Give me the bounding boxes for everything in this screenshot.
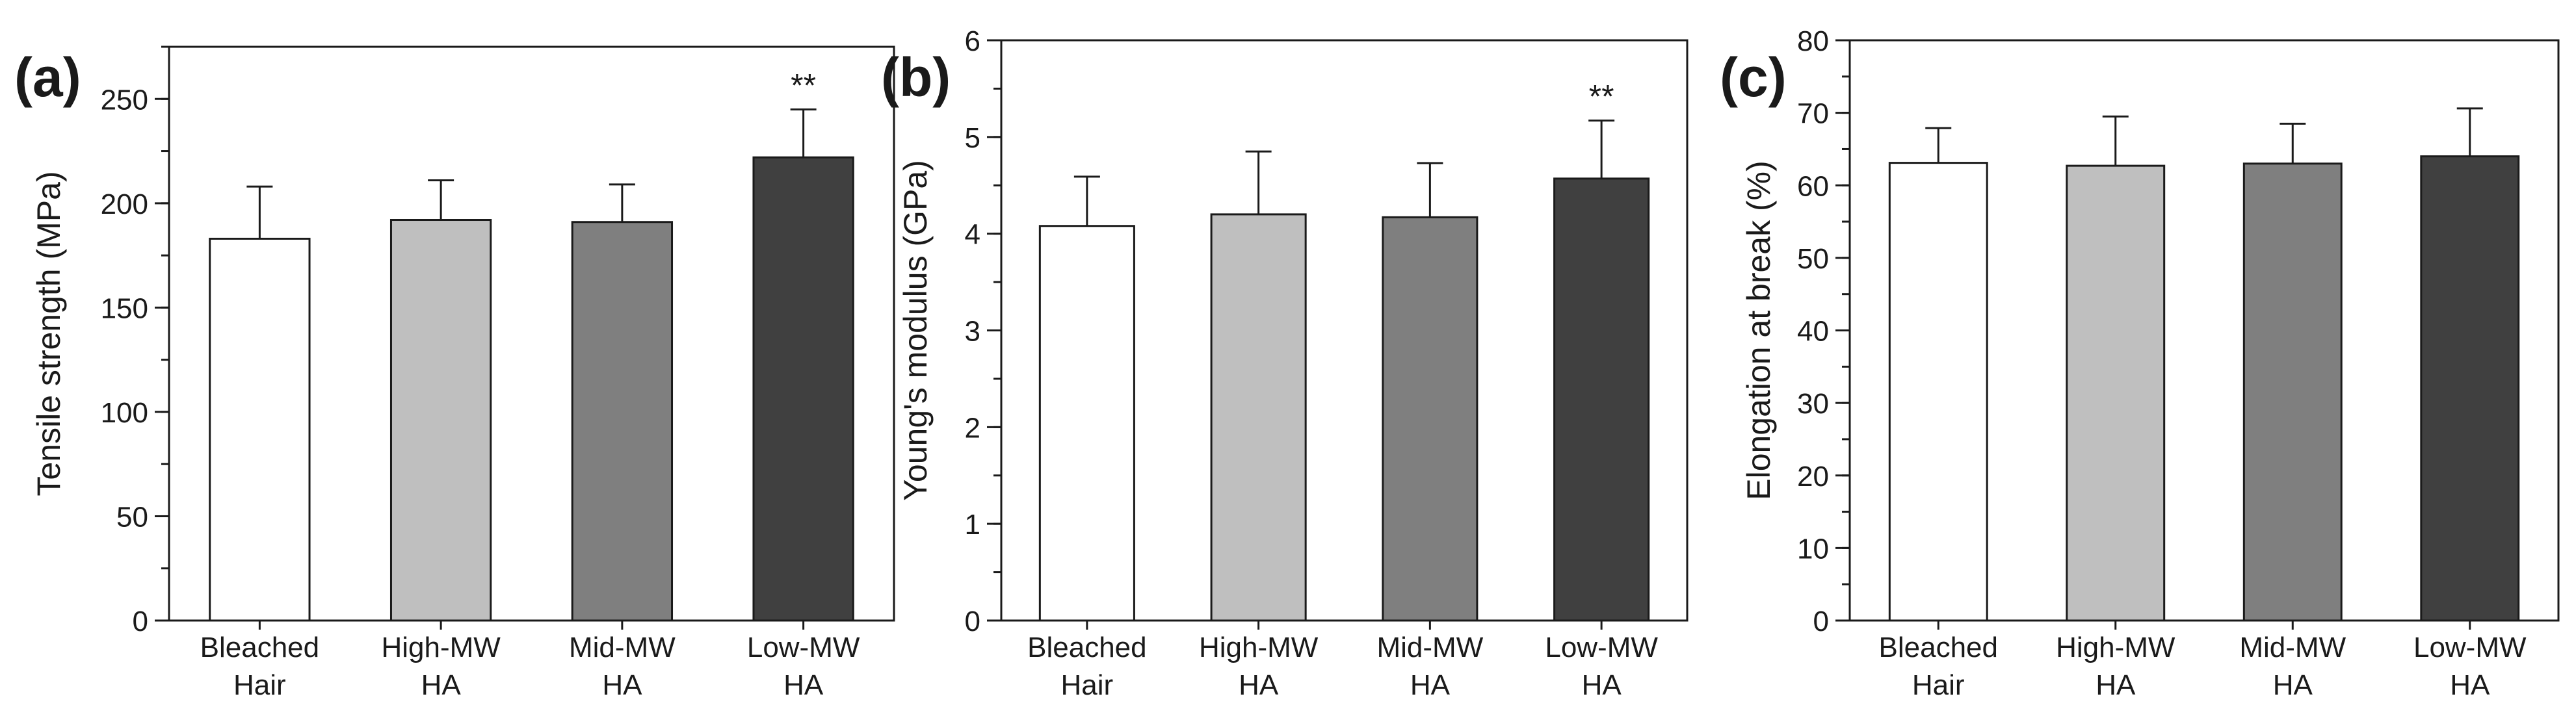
y-tick-label: 50	[116, 501, 148, 533]
y-axis-title: Tensile strength (MPa)	[31, 171, 67, 496]
bar	[389, 219, 492, 622]
bar	[209, 237, 311, 622]
y-tick-label: 20	[1797, 461, 1829, 493]
x-tick-label: Low-MW	[747, 632, 860, 663]
x-tick-label: Mid-MW	[569, 632, 676, 663]
y-tick-label: 250	[101, 84, 148, 116]
y-tick-label: 60	[1797, 170, 1829, 202]
x-tick-label: HA	[2273, 669, 2313, 701]
y-tick-label: 0	[965, 606, 980, 637]
panel-label: (a)	[14, 47, 81, 108]
x-tick-label: Hair	[1912, 669, 1965, 701]
y-tick-label: 40	[1797, 316, 1829, 348]
x-tick-label: Low-MW	[1545, 632, 1658, 663]
y-tick-label: 6	[965, 25, 980, 57]
x-tick-label: HA	[1410, 669, 1451, 701]
panel-b: 0 1 2 3 4 5 6 Young's modulus (GPa) (b) Bleached H…	[881, 25, 1689, 701]
x-tick-label: Bleached	[1879, 632, 1998, 663]
x-tick-label: Mid-MW	[2239, 632, 2346, 663]
x-tick-label: HA	[1582, 669, 1622, 701]
x-tick-label: Hair	[1061, 669, 1114, 701]
bar	[1210, 213, 1307, 622]
bar	[2242, 162, 2343, 622]
y-tick-label: 70	[1797, 98, 1829, 130]
bar	[571, 221, 674, 622]
x-tick-label: HA	[2096, 669, 2136, 701]
y-tick-label: 5	[965, 122, 980, 154]
panel-label: (b)	[881, 47, 951, 108]
y-tick-label: 2	[965, 412, 980, 444]
significance-marker: **	[791, 67, 816, 103]
x-tick-label: Bleached	[200, 632, 319, 663]
y-axis-title: Young's modulus (GPa)	[897, 160, 934, 501]
panel-c: 0 10 20 30 40 50 60 70 80 Elongation at break (%)…	[1720, 25, 2560, 701]
bar	[2420, 155, 2520, 622]
plot-frame	[168, 45, 895, 622]
y-tick-label: 50	[1797, 243, 1829, 275]
y-tick-label: 200	[101, 188, 148, 220]
x-tick-label: Mid-MW	[1377, 632, 1484, 663]
bar	[1038, 225, 1135, 622]
y-tick-label: 30	[1797, 388, 1829, 420]
y-tick-label: 100	[101, 397, 148, 429]
y-tick-label: 4	[965, 219, 980, 251]
x-tick-label: High-MW	[381, 632, 501, 663]
x-tick-label: Hair	[233, 669, 286, 701]
panel-label: (c)	[1720, 47, 1787, 108]
y-tick-label: 150	[101, 292, 148, 324]
x-tick-label: High-MW	[1199, 632, 1319, 663]
x-tick-label: HA	[602, 669, 642, 701]
y-tick-label: 0	[1813, 606, 1829, 637]
y-tick-label: 1	[965, 509, 980, 541]
x-tick-label: High-MW	[2056, 632, 2175, 663]
x-tick-label: Low-MW	[2413, 632, 2527, 663]
bar	[1553, 177, 1650, 622]
panel-a: 0 50 100 150 200 250 Tensile strength (MPa) (a)…	[14, 45, 895, 701]
y-tick-label: 80	[1797, 25, 1829, 57]
significance-marker: **	[1589, 79, 1614, 115]
x-tick-label: HA	[421, 669, 462, 701]
x-tick-label: HA	[783, 669, 824, 701]
y-tick-label: 10	[1797, 533, 1829, 565]
x-tick-label: Bleached	[1027, 632, 1146, 663]
bar	[1888, 162, 1988, 622]
y-tick-label: 0	[133, 606, 148, 637]
bar	[2066, 164, 2166, 622]
bar	[1382, 216, 1479, 622]
x-tick-label: HA	[1239, 669, 1279, 701]
bar	[752, 156, 854, 622]
y-tick-label: 3	[965, 316, 980, 348]
x-tick-label: HA	[2450, 669, 2490, 701]
y-axis-title: Elongation at break (%)	[1741, 160, 1777, 500]
